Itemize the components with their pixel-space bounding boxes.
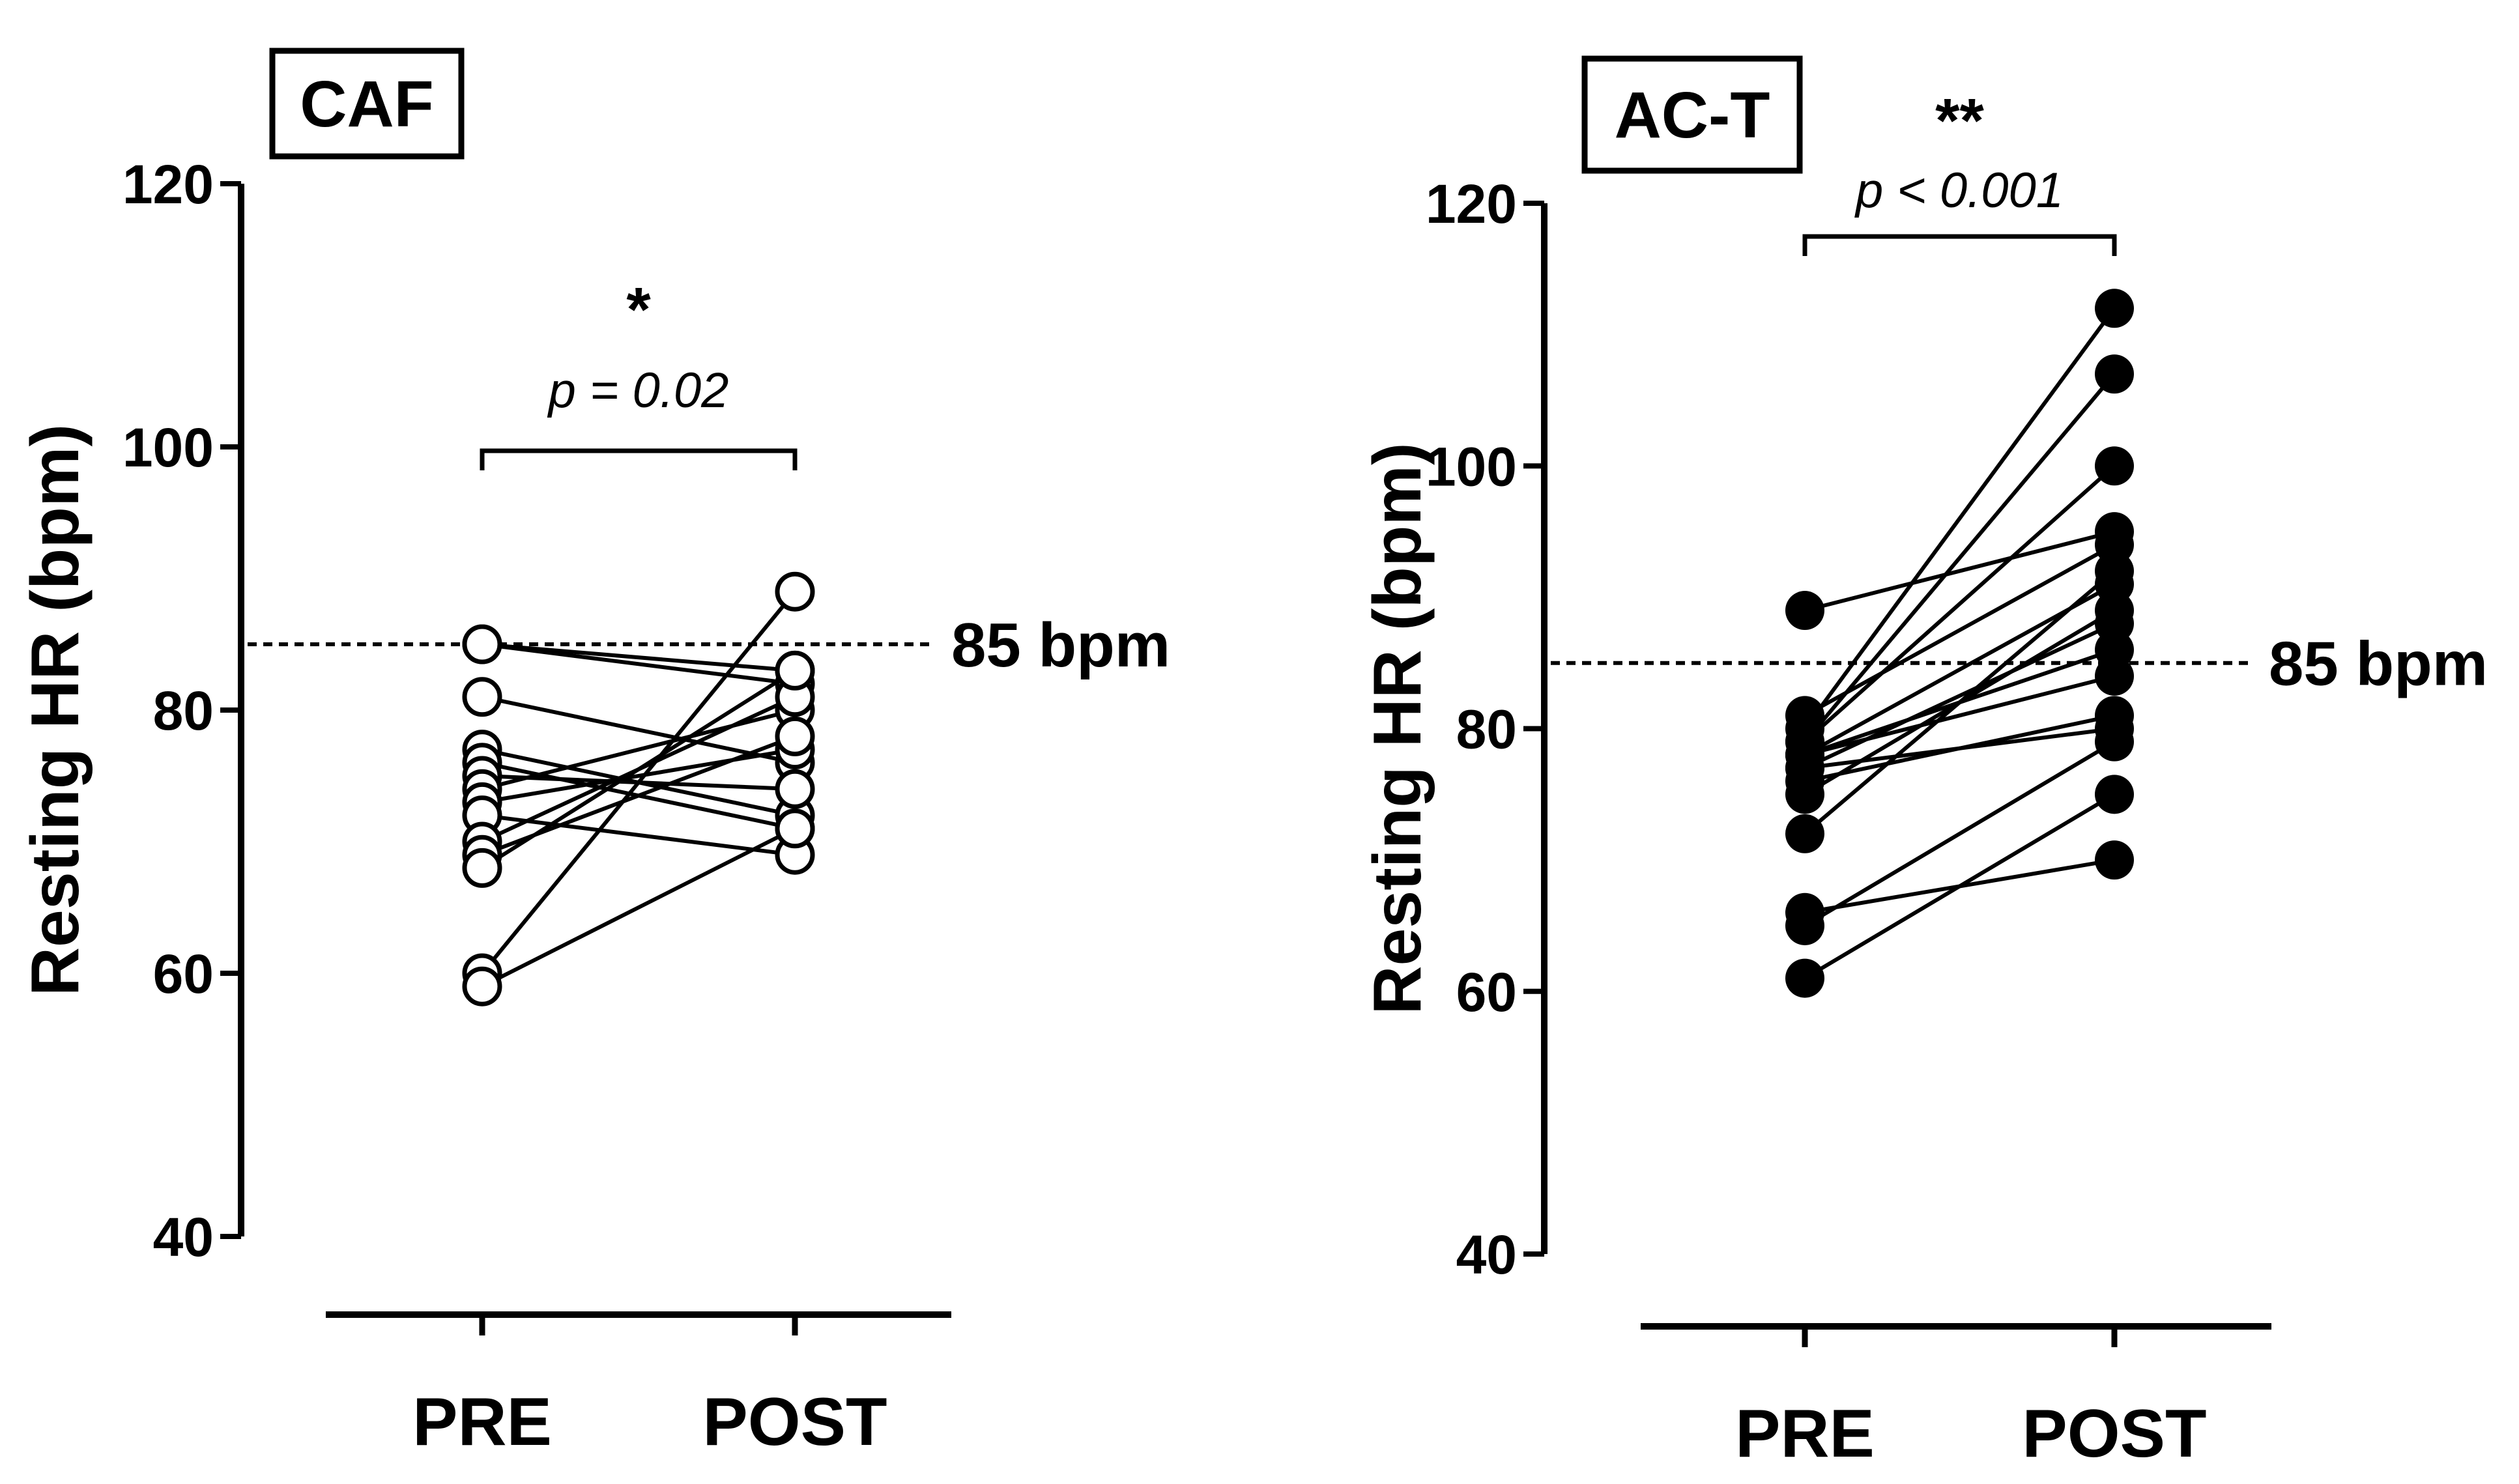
subject-line	[1804, 792, 2116, 980]
data-point-post	[2095, 840, 2134, 880]
data-point-post	[775, 716, 815, 756]
data-point-post	[2095, 354, 2134, 394]
reference-line-label: 85 bpm	[2269, 629, 2488, 699]
panel-label: AC-T	[1615, 79, 1770, 152]
data-point-post	[775, 769, 815, 809]
subject-line	[482, 642, 796, 686]
significance-bracket	[1802, 234, 2117, 256]
significance-bracket	[480, 448, 798, 470]
panel-act: AC-T 40 60 80 100 120 Resting HR (bpm) PRE POST 8…	[1360, 55, 2488, 1472]
subject-line	[1804, 543, 2116, 717]
y-tick-label: 40	[1456, 1224, 1517, 1285]
data-point-post	[2095, 722, 2134, 762]
subject-line	[1803, 307, 2116, 730]
x-tick-label-pre: PRE	[1735, 1396, 1875, 1472]
significance-stars: *	[626, 275, 651, 345]
subject-line	[482, 813, 796, 857]
panel-caf: CAF 40 60 80 100 120 Resting HR (bpm) PRE POST 85…	[18, 48, 1170, 1460]
y-axis-title: Resting HR (bpm)	[1360, 442, 1435, 1014]
p-value-label: p = 0.02	[547, 363, 729, 418]
data-point-pre	[462, 677, 502, 717]
data-point-post	[775, 650, 815, 691]
data-point-post	[2095, 289, 2134, 328]
panel-label-box	[269, 48, 465, 160]
subject-line	[1804, 713, 2115, 784]
significance-stars: **	[1935, 86, 1984, 156]
data-point-pre	[462, 624, 502, 664]
subject-line	[1804, 740, 2116, 928]
subject-line	[1804, 674, 2115, 757]
data-point-post	[2095, 775, 2134, 814]
subject-line	[482, 747, 796, 805]
subject-line	[482, 642, 796, 673]
y-tick-label: 120	[1426, 173, 1517, 235]
panel-label-box	[1581, 55, 1803, 174]
y-tick-label: 40	[153, 1206, 214, 1268]
data-point-pre	[462, 848, 502, 888]
data-point-pre	[1785, 958, 1824, 998]
subject-line	[1803, 373, 2116, 743]
data-point-post	[2095, 591, 2134, 631]
subject-line	[481, 827, 796, 988]
p-value-label: p < 0.001	[1854, 163, 2064, 218]
subject-line	[481, 668, 796, 870]
subject-line	[482, 708, 796, 792]
data-point-post	[2095, 656, 2134, 696]
reference-line-label: 85 bpm	[951, 610, 1170, 680]
data-point-post	[775, 808, 815, 849]
y-tick-label: 100	[1426, 436, 1517, 497]
panel-label: CAF	[300, 68, 434, 141]
data-point-pre	[1785, 906, 1824, 945]
x-tick-label-post: POST	[2022, 1396, 2206, 1472]
data-point-pre	[1785, 735, 1824, 775]
data-point-pre	[1785, 775, 1824, 814]
subject-line	[482, 694, 796, 765]
data-point-pre	[462, 966, 502, 1006]
subject-line	[1804, 621, 2116, 770]
data-point-pre	[1785, 814, 1824, 853]
x-tick-label-post: POST	[702, 1384, 887, 1460]
y-tick-label: 60	[153, 943, 214, 1005]
y-tick-label: 80	[153, 680, 214, 741]
subject-line	[1804, 530, 2115, 612]
subject-line	[1804, 569, 2116, 836]
x-tick-label-pre: PRE	[412, 1384, 552, 1460]
data-point-post	[2095, 446, 2134, 486]
y-tick-label: 80	[1456, 699, 1517, 760]
subject-line	[480, 590, 797, 975]
data-point-post	[775, 571, 815, 612]
data-point-post	[2095, 551, 2134, 591]
y-tick-label: 60	[1456, 962, 1517, 1023]
y-tick-label: 100	[122, 417, 214, 478]
y-axis-title: Resting HR (bpm)	[18, 424, 93, 996]
subject-line	[1804, 464, 2116, 743]
y-tick-label: 120	[122, 154, 214, 215]
data-point-pre	[1785, 591, 1824, 631]
